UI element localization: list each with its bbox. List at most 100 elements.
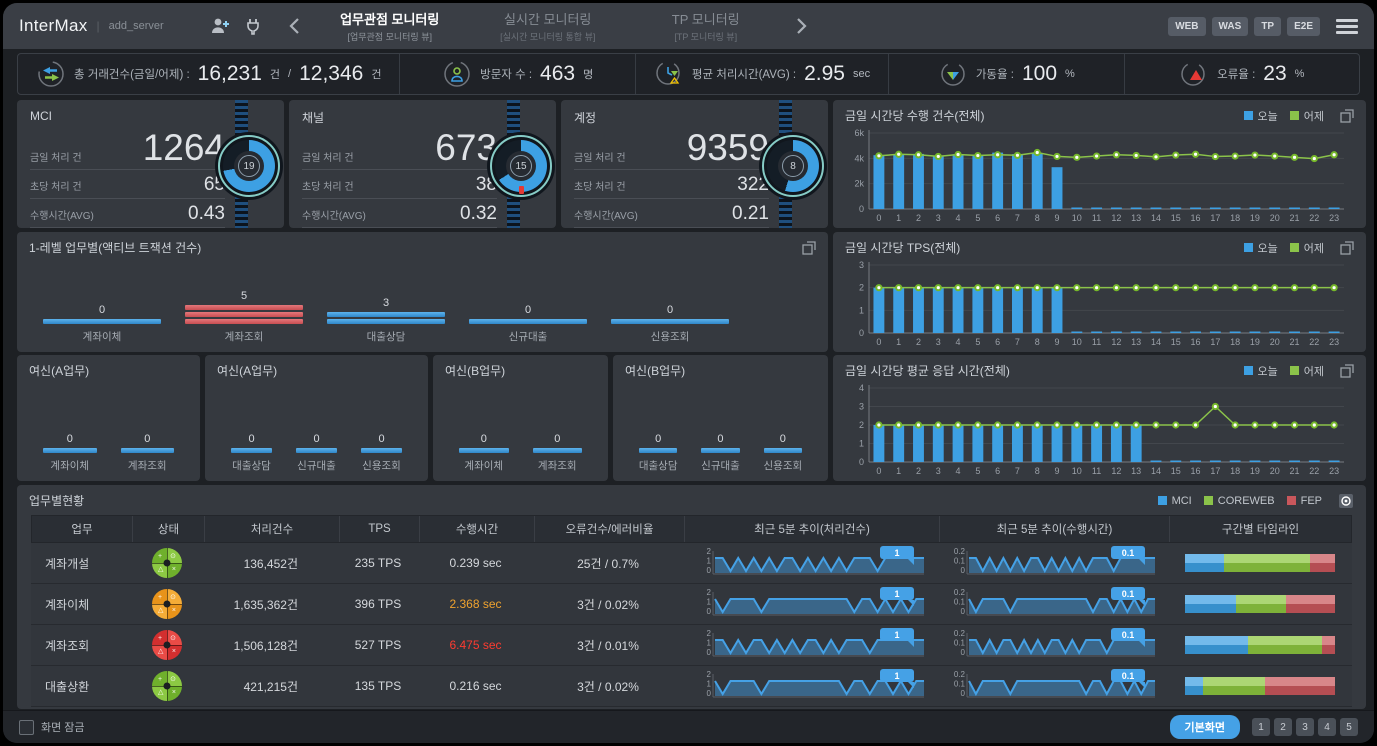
bar-item-신용조회: 0신용조회 — [599, 290, 741, 344]
svg-text:4k: 4k — [854, 153, 864, 163]
bar-item-value: 3 — [383, 297, 389, 309]
svg-text:10: 10 — [1072, 337, 1082, 347]
popout-icon[interactable] — [802, 241, 816, 255]
page-button-4[interactable]: 4 — [1318, 718, 1336, 736]
legend-yesterday[interactable]: 어제 — [1290, 108, 1324, 124]
avg-time-value: 0.21 — [732, 202, 769, 226]
legend-yesterday[interactable]: 어제 — [1290, 240, 1324, 256]
svg-text:20: 20 — [1270, 466, 1280, 476]
bar-item-value: 0 — [248, 433, 254, 445]
svg-text:0.1: 0.1 — [954, 557, 966, 566]
status-indicator-icon[interactable]: +⊙△× — [152, 630, 182, 660]
col-header-1: 상태 — [132, 516, 204, 542]
svg-text:14: 14 — [1151, 213, 1161, 223]
table-row-대출상환[interactable]: 대출상환+⊙△×421,215건135 TPS0.216 sec3건 / 0.0… — [31, 666, 1352, 707]
page-button-1[interactable]: 1 — [1252, 718, 1270, 736]
tabs-prev-chevron-icon[interactable] — [288, 17, 300, 35]
transfer-arrows-icon — [36, 59, 66, 89]
layer-button-e2e[interactable]: E2E — [1287, 17, 1320, 36]
segment-timeline-bar — [1185, 554, 1335, 572]
tps-gauge: 8 — [762, 135, 824, 197]
svg-text:22: 22 — [1309, 337, 1319, 347]
exec-time: 0.239 sec — [418, 543, 533, 583]
tab-tp-monitoring[interactable]: TP 모니터링 [TP 모니터링 뷰] — [642, 9, 770, 43]
layer-button-web[interactable]: WEB — [1168, 17, 1205, 36]
trend-sparkline: 0.20.100.1 — [943, 586, 1163, 622]
status-indicator-icon[interactable]: +⊙△× — [152, 671, 182, 701]
error-rate-icon — [1179, 59, 1209, 89]
bar-item-label: 신용조회 — [651, 329, 690, 344]
legend-today[interactable]: 오늘 — [1244, 108, 1278, 124]
chart-title: 금일 시간당 TPS(전체) — [845, 239, 960, 256]
legend-today[interactable]: 오늘 — [1244, 363, 1278, 379]
svg-text:13: 13 — [1131, 337, 1141, 347]
svg-text:7: 7 — [1015, 337, 1020, 347]
col-header-4: 수행시간 — [419, 516, 534, 542]
trend-sparkline: 0.20.100.1 — [943, 668, 1163, 704]
page-button-3[interactable]: 3 — [1296, 718, 1314, 736]
plug-icon[interactable] — [244, 17, 262, 35]
col-header-0: 업무 — [32, 516, 132, 542]
legend-coreweb[interactable]: COREWEB — [1204, 495, 1275, 507]
bar-item-label: 대출상담 — [367, 329, 406, 344]
popout-icon[interactable] — [1340, 364, 1354, 378]
capture-settings-icon[interactable] — [1338, 493, 1354, 509]
page-button-2[interactable]: 2 — [1274, 718, 1292, 736]
col-header-8: 구간별 타임라인 — [1169, 516, 1351, 542]
uptime-icon — [938, 59, 968, 89]
bar-item-label: 계좌이체 — [50, 458, 89, 473]
error-count-ratio: 3건 / 0.02% — [533, 666, 683, 706]
table-row-계좌조회[interactable]: 계좌조회+⊙△×1,506,128건527 TPS6.475 sec3건 / 0… — [31, 625, 1352, 666]
footer-bar: 화면 잠금 기본화면 1 2 3 4 5 — [3, 710, 1374, 743]
svg-text:8: 8 — [1035, 466, 1040, 476]
menu-hamburger-icon[interactable] — [1336, 16, 1358, 37]
layer-button-tp[interactable]: TP — [1254, 17, 1281, 36]
svg-text:16: 16 — [1191, 337, 1201, 347]
svg-text:8: 8 — [1035, 213, 1040, 223]
status-indicator-icon[interactable]: +⊙△× — [152, 548, 182, 578]
svg-text:9: 9 — [1055, 466, 1060, 476]
legend-fep[interactable]: FEP — [1287, 495, 1322, 507]
panel-yeosin-a-1: 여신(A업무) 0계좌이체0계좌조회 — [17, 355, 200, 481]
table-body: 계좌개설+⊙△×136,452건235 TPS0.239 sec25건 / 0.… — [31, 543, 1352, 707]
page-button-5[interactable]: 5 — [1340, 718, 1358, 736]
svg-text:14: 14 — [1151, 466, 1161, 476]
svg-text:2: 2 — [916, 466, 921, 476]
bar-item-label: 신용조회 — [362, 458, 401, 473]
screen-lock-checkbox[interactable] — [19, 720, 34, 735]
business-name: 계좌조회 — [31, 625, 131, 665]
hourly-count-chart: 02k4k6k012345678910111213141516171819202… — [839, 126, 1354, 224]
active-transaction-items: 0계좌이체5계좌조회3대출상담0신규대출0신용조회 — [31, 290, 741, 344]
legend-yesterday[interactable]: 어제 — [1290, 363, 1324, 379]
user-add-icon[interactable] — [210, 17, 230, 35]
svg-text:9: 9 — [1055, 337, 1060, 347]
bar-item-value: 0 — [525, 304, 531, 316]
col-header-6: 최근 5분 추이(처리건수) — [684, 516, 939, 542]
layer-button-was[interactable]: WAS — [1212, 17, 1249, 36]
popout-icon[interactable] — [1340, 109, 1354, 123]
svg-text:23: 23 — [1329, 213, 1339, 223]
kpi-total-transactions: 총 거래건수(금일/어제) : 16,231건 / 12,346건 — [18, 54, 399, 94]
panel-hourly-response: 금일 시간당 평균 응답 시간(전체) 오늘 어제 01234012345678… — [833, 355, 1366, 481]
screen-lock-label: 화면 잠금 — [41, 719, 85, 735]
default-screen-button[interactable]: 기본화면 — [1170, 715, 1240, 739]
status-indicator-icon[interactable]: +⊙△× — [152, 589, 182, 619]
bar-item-label: 신용조회 — [764, 458, 803, 473]
bar-item-신용조회: 0신용조회 — [752, 433, 814, 473]
svg-text:19: 19 — [1250, 466, 1260, 476]
bar-item-label: 계좌이체 — [464, 458, 503, 473]
table-row-계좌개설[interactable]: 계좌개설+⊙△×136,452건235 TPS0.239 sec25건 / 0.… — [31, 543, 1352, 584]
tab-realtime-monitoring[interactable]: 실시간 모니터링 [실시간 모니터링 통합 뷰] — [484, 9, 612, 43]
tab-business-monitoring[interactable]: 업무관점 모니터링 [업무관점 모니터링 뷰] — [326, 9, 454, 43]
svg-text:21: 21 — [1290, 213, 1300, 223]
legend-mci[interactable]: MCI — [1158, 495, 1192, 507]
tabs-next-chevron-icon[interactable] — [796, 17, 808, 35]
table-row-계좌이체[interactable]: 계좌이체+⊙△×1,635,362건396 TPS2.368 sec3건 / 0… — [31, 584, 1352, 625]
legend-today[interactable]: 오늘 — [1244, 240, 1278, 256]
hourly-response-chart: 0123401234567891011121314151617181920212… — [839, 381, 1354, 477]
bar-item-value: 0 — [313, 433, 319, 445]
dashboard-shell: InterMax | add_server 업무관점 모니터링 [업무관점 모니… — [3, 3, 1374, 743]
svg-text:2: 2 — [707, 547, 712, 556]
process-count: 136,452건 — [203, 543, 338, 583]
popout-icon[interactable] — [1340, 241, 1354, 255]
